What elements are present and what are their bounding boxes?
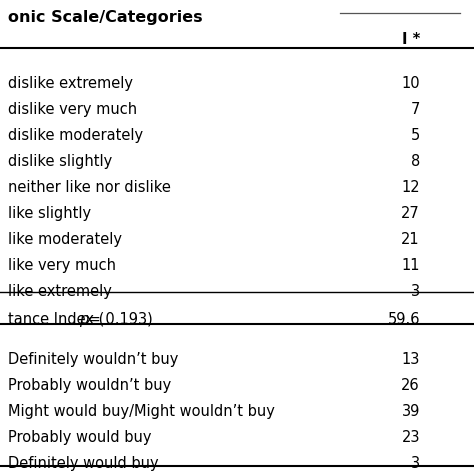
Text: dislike very much: dislike very much bbox=[8, 102, 137, 117]
Text: 12: 12 bbox=[401, 180, 420, 195]
Text: like extremely: like extremely bbox=[8, 284, 112, 299]
Text: dislike extremely: dislike extremely bbox=[8, 76, 133, 91]
Text: 11: 11 bbox=[401, 258, 420, 273]
Text: like moderately: like moderately bbox=[8, 232, 122, 247]
Text: Definitely would buy: Definitely would buy bbox=[8, 456, 159, 471]
Text: 21: 21 bbox=[401, 232, 420, 247]
Text: 59.6: 59.6 bbox=[388, 312, 420, 327]
Text: 8: 8 bbox=[411, 154, 420, 169]
Text: 27: 27 bbox=[401, 206, 420, 221]
Text: 5: 5 bbox=[411, 128, 420, 143]
Text: 39: 39 bbox=[401, 404, 420, 419]
Text: 13: 13 bbox=[401, 352, 420, 367]
Text: onic Scale/Categories: onic Scale/Categories bbox=[8, 10, 202, 25]
Text: 23: 23 bbox=[401, 430, 420, 445]
Text: 10: 10 bbox=[401, 76, 420, 91]
Text: Might would buy/Might wouldn’t buy: Might would buy/Might wouldn’t buy bbox=[8, 404, 275, 419]
Text: p: p bbox=[79, 312, 88, 327]
Text: 3: 3 bbox=[411, 284, 420, 299]
Text: Definitely wouldn’t buy: Definitely wouldn’t buy bbox=[8, 352, 178, 367]
Text: 3: 3 bbox=[411, 456, 420, 471]
Text: 26: 26 bbox=[401, 378, 420, 393]
Text: Probably wouldn’t buy: Probably wouldn’t buy bbox=[8, 378, 171, 393]
Text: dislike slightly: dislike slightly bbox=[8, 154, 112, 169]
Text: = 0.193): = 0.193) bbox=[84, 312, 153, 327]
Text: 7: 7 bbox=[410, 102, 420, 117]
Text: like slightly: like slightly bbox=[8, 206, 91, 221]
Text: Probably would buy: Probably would buy bbox=[8, 430, 152, 445]
Text: I *: I * bbox=[401, 32, 420, 47]
Text: tance Index (: tance Index ( bbox=[8, 312, 104, 327]
Text: dislike moderately: dislike moderately bbox=[8, 128, 143, 143]
Text: like very much: like very much bbox=[8, 258, 116, 273]
Text: neither like nor dislike: neither like nor dislike bbox=[8, 180, 171, 195]
